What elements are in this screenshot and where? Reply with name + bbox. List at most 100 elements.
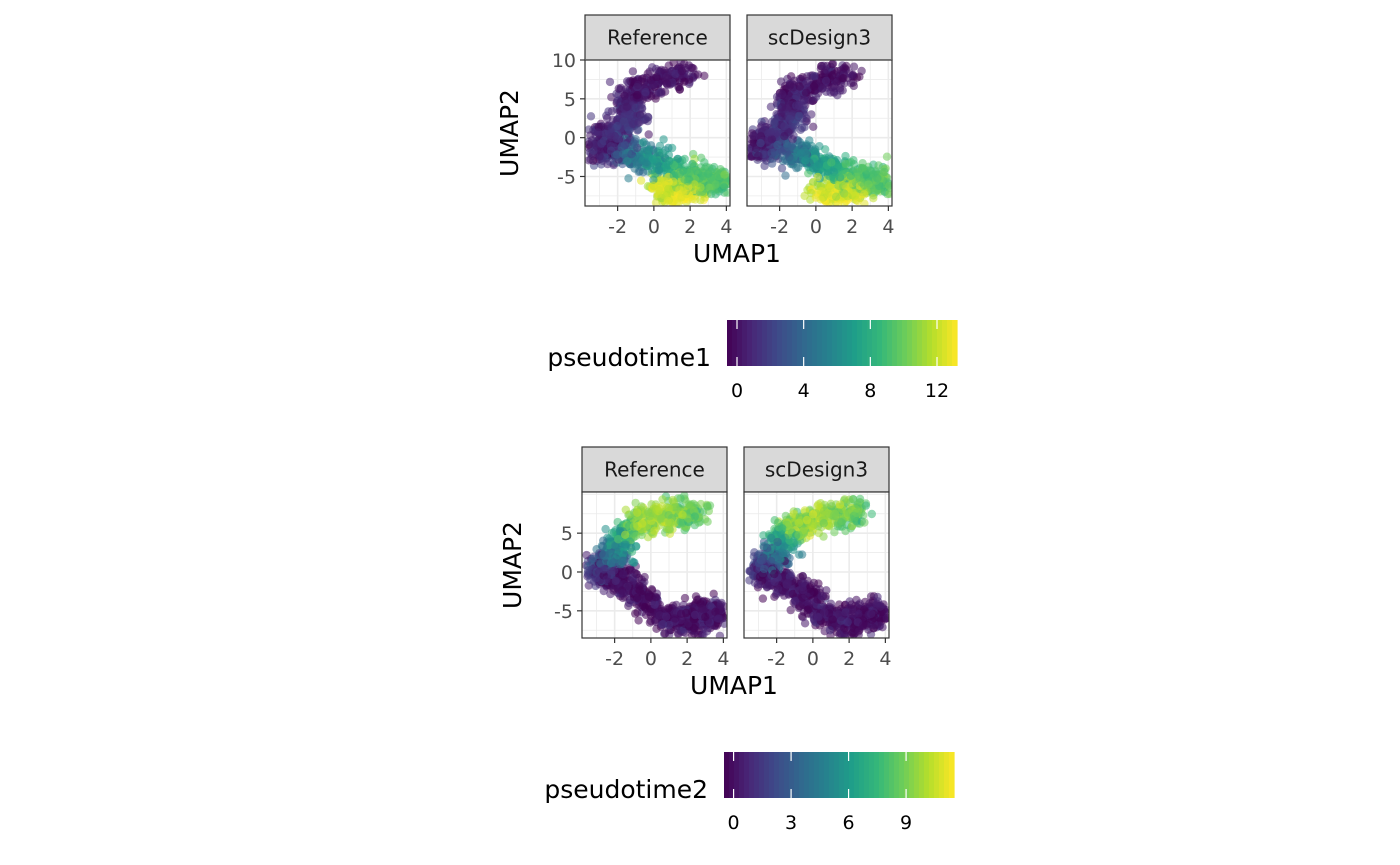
- data-point: [649, 80, 658, 90]
- data-point: [809, 122, 818, 131]
- points-reference: [585, 60, 730, 206]
- data-point: [800, 95, 809, 105]
- data-point: [645, 512, 654, 521]
- data-point: [619, 149, 628, 159]
- data-point: [780, 122, 789, 131]
- panel-border: [581, 491, 728, 639]
- data-point: [846, 171, 856, 181]
- data-point: [829, 173, 839, 182]
- data-point: [621, 530, 630, 539]
- data-point: [696, 195, 705, 205]
- data-point: [638, 168, 648, 177]
- strip-reference: [584, 14, 731, 61]
- colorbar-segment: [927, 320, 933, 366]
- data-point: [656, 88, 665, 97]
- data-point: [606, 128, 616, 137]
- data-point: [697, 604, 707, 613]
- data-point: [659, 135, 668, 144]
- data-point: [760, 161, 769, 171]
- data-point: [798, 73, 807, 82]
- data-point: [690, 610, 700, 620]
- data-point: [670, 614, 680, 623]
- data-point: [641, 88, 650, 97]
- data-point: [718, 179, 727, 188]
- data-point: [588, 554, 598, 563]
- data-point: [650, 600, 659, 609]
- data-point: [664, 603, 673, 613]
- data-point: [849, 62, 859, 71]
- data-point: [633, 80, 643, 90]
- data-point: [833, 91, 842, 100]
- colorbar-segment: [907, 320, 913, 366]
- data-point: [624, 174, 633, 183]
- data-point: [638, 138, 647, 148]
- y-tick-label: 5: [564, 89, 576, 111]
- colorbar-segment: [942, 320, 948, 366]
- data-point: [841, 151, 850, 161]
- data-point: [802, 78, 811, 88]
- data-point: [776, 77, 786, 86]
- data-point: [603, 159, 612, 169]
- data-point: [658, 495, 667, 504]
- data-point: [628, 67, 638, 76]
- colorbar-segment: [727, 320, 733, 366]
- x-tick-label: 0: [648, 216, 660, 238]
- data-point: [678, 510, 687, 520]
- data-point: [621, 505, 630, 514]
- colorbar-segment: [777, 320, 783, 366]
- colorbar-segment: [732, 320, 738, 366]
- data-point: [677, 66, 686, 76]
- data-point: [828, 71, 837, 80]
- colorbar-segment: [852, 320, 858, 366]
- data-point: [853, 167, 862, 177]
- data-point: [794, 101, 804, 110]
- x-tick-label: 4: [717, 648, 729, 670]
- data-point: [756, 138, 765, 148]
- data-point: [658, 148, 667, 158]
- data-point: [637, 530, 646, 540]
- data-point: [633, 126, 642, 135]
- colorbar-segment: [787, 320, 793, 366]
- data-point: [826, 183, 835, 192]
- data-point: [700, 71, 709, 81]
- data-point: [599, 586, 608, 596]
- colorbar-segment: [862, 320, 868, 366]
- data-point: [720, 619, 727, 628]
- data-point: [662, 79, 671, 88]
- data-point: [780, 132, 789, 141]
- colorbar-segment: [937, 320, 943, 366]
- data-point: [720, 170, 729, 179]
- data-point: [646, 611, 656, 620]
- strip-label: scDesign3: [768, 26, 871, 50]
- data-point: [618, 589, 627, 598]
- data-point: [640, 603, 649, 612]
- data-point: [808, 164, 818, 173]
- data-point: [658, 620, 667, 629]
- data-point: [654, 166, 664, 175]
- colorbar-segment: [737, 320, 743, 366]
- data-point: [797, 550, 807, 559]
- y-tick-label: 10: [552, 50, 576, 72]
- data-point: [651, 593, 660, 602]
- x-tick-label: 2: [684, 216, 696, 238]
- data-point: [650, 526, 659, 535]
- x-tick-label: -2: [770, 216, 789, 238]
- data-point: [680, 593, 690, 603]
- data-point: [597, 139, 606, 148]
- data-point: [857, 66, 866, 76]
- data-point: [770, 516, 779, 525]
- points-scdesign3: [747, 60, 892, 206]
- strip-label: scDesign3: [765, 458, 868, 482]
- data-point: [827, 158, 836, 167]
- points-scdesign3: [745, 494, 889, 638]
- data-point: [660, 177, 669, 186]
- strip-scdesign3: [746, 14, 893, 61]
- data-point: [749, 131, 758, 141]
- colorbar-segment: [812, 320, 818, 366]
- data-point: [676, 609, 686, 618]
- data-point: [792, 92, 801, 101]
- data-point: [778, 90, 787, 99]
- y-tick-label: -5: [557, 166, 576, 188]
- data-point: [706, 601, 715, 610]
- data-point: [794, 111, 804, 121]
